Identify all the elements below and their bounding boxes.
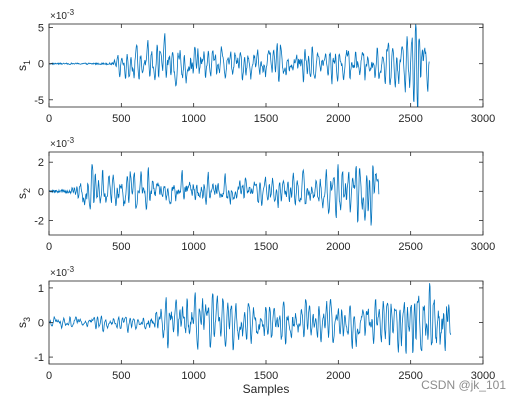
x-tick-label: 3000: [471, 113, 495, 125]
x-tick-label: 2000: [326, 113, 350, 125]
y-tick-label: 2: [38, 157, 44, 169]
y-axis-label: s2: [15, 188, 32, 199]
x-tick-label: 2500: [398, 370, 422, 382]
x-tick-label: 1000: [181, 241, 205, 253]
axes-box: [48, 280, 484, 365]
y-axis-label: s1: [15, 60, 32, 71]
y-tick-label: 0: [38, 59, 44, 71]
x-tick-label: 2000: [326, 241, 350, 253]
x-tick-label: 500: [112, 113, 130, 125]
x-tick-label: 3000: [471, 241, 495, 253]
x-axis-label: Samples: [243, 382, 290, 396]
signal-line-1: [49, 24, 430, 107]
exponent-label: ×10-3: [50, 136, 75, 150]
watermark: CSDN @jk_101: [421, 378, 506, 392]
x-tick-label: 3000: [471, 370, 495, 382]
x-tick-label: 2000: [326, 370, 350, 382]
exponent-label: ×10-3: [50, 8, 75, 22]
x-tick-label: 0: [46, 241, 52, 253]
x-tick-label: 500: [112, 241, 130, 253]
x-tick-label: 1500: [254, 241, 278, 253]
signal-line-3: [49, 283, 452, 354]
axes-box: [48, 151, 484, 236]
x-tick-label: 0: [46, 370, 52, 382]
x-tick-label: 1000: [181, 113, 205, 125]
x-tick-label: 1500: [254, 370, 278, 382]
y-tick-label: 1: [38, 283, 44, 295]
y-tick-label: -1: [34, 352, 44, 364]
x-tick-label: 2500: [398, 113, 422, 125]
x-tick-label: 1500: [254, 113, 278, 125]
x-tick-label: 0: [46, 113, 52, 125]
subplot-3: 0 500 1000 1500 2000 2500 300010-1×10-3s3Sampl…: [15, 265, 495, 396]
x-tick-label: 500: [112, 370, 130, 382]
exponent-label: ×10-3: [50, 265, 75, 279]
y-tick-label: 5: [38, 23, 44, 35]
x-tick-label: 2500: [398, 241, 422, 253]
y-tick-label: 0: [38, 186, 44, 198]
y-tick-label: -5: [34, 95, 44, 107]
y-tick-label: -2: [34, 215, 44, 227]
signal-line-2: [49, 164, 380, 226]
subplot-2: 0 500 1000 1500 2000 2500 3000 2 0 -2 ×10-3 s2: [15, 136, 495, 253]
x-tick-label: 1000: [181, 370, 205, 382]
y-tick-label: 0: [38, 318, 44, 330]
y-axis-label: s3: [15, 317, 32, 328]
